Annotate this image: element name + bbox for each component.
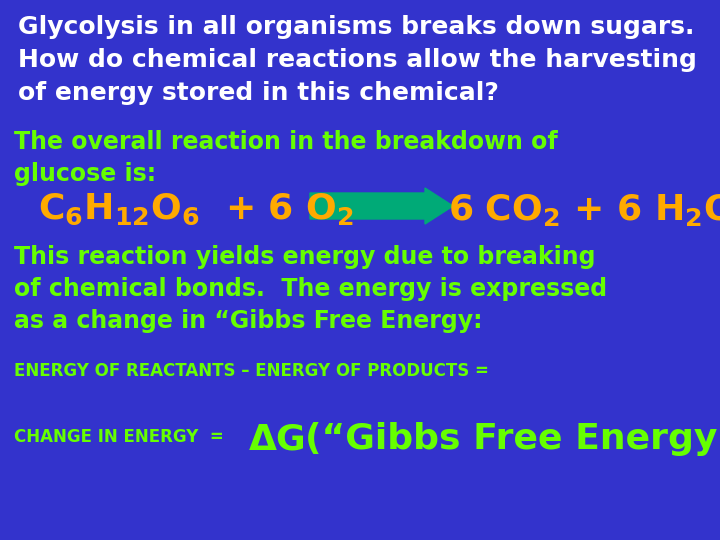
Text: ENERGY OF REACTANTS – ENERGY OF PRODUCTS =: ENERGY OF REACTANTS – ENERGY OF PRODUCTS… xyxy=(14,362,489,380)
Text: of energy stored in this chemical?: of energy stored in this chemical? xyxy=(18,81,499,105)
Text: The overall reaction in the breakdown of: The overall reaction in the breakdown of xyxy=(14,130,558,154)
Text: $\mathbf{6\ CO_2}$ + 6 H$_\mathbf{2}$O: $\mathbf{6\ CO_2}$ + 6 H$_\mathbf{2}$O xyxy=(448,192,720,228)
Text: glucose is:: glucose is: xyxy=(14,162,156,186)
Text: How do chemical reactions allow the harvesting: How do chemical reactions allow the harv… xyxy=(18,48,697,72)
Text: CHANGE IN ENERGY  =: CHANGE IN ENERGY = xyxy=(14,428,224,446)
FancyArrow shape xyxy=(310,188,453,224)
Text: of chemical bonds.  The energy is expressed: of chemical bonds. The energy is express… xyxy=(14,277,607,301)
Text: (“Gibbs Free Energy”): (“Gibbs Free Energy”) xyxy=(305,422,720,456)
Text: This reaction yields energy due to breaking: This reaction yields energy due to break… xyxy=(14,245,595,269)
Text: $\mathbf{C_6H_{12}O_6}$  + 6 O$_\mathbf{2}$: $\mathbf{C_6H_{12}O_6}$ + 6 O$_\mathbf{2… xyxy=(38,192,354,227)
Text: $\mathbf{\Delta G}$: $\mathbf{\Delta G}$ xyxy=(248,422,305,456)
Text: as a change in “Gibbs Free Energy:: as a change in “Gibbs Free Energy: xyxy=(14,309,482,333)
Text: Glycolysis in all organisms breaks down sugars.: Glycolysis in all organisms breaks down … xyxy=(18,15,694,39)
